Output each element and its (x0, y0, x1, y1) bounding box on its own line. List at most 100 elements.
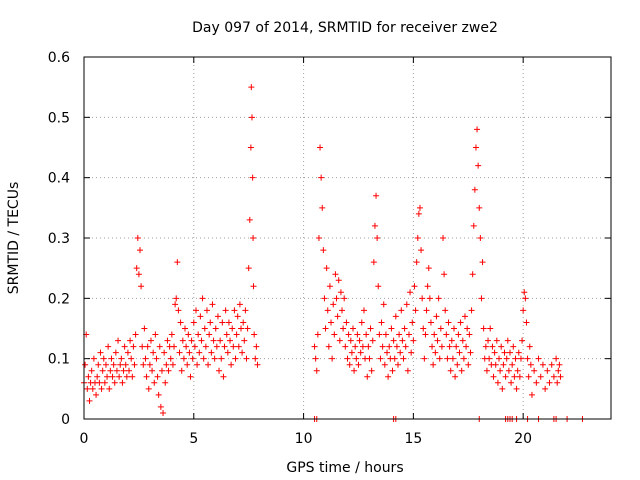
data-point (311, 343, 318, 350)
data-point (467, 349, 474, 356)
data-point (134, 235, 141, 241)
data-point (414, 235, 421, 241)
data-point (120, 367, 127, 374)
data-point (487, 325, 494, 332)
data-point (351, 367, 358, 374)
data-point (381, 361, 388, 368)
data-point (510, 343, 517, 350)
data-point (245, 265, 252, 272)
data-point (431, 331, 438, 338)
data-point (515, 349, 522, 356)
data-point (184, 361, 191, 368)
data-point (369, 337, 376, 344)
data-point (509, 361, 516, 368)
data-point (521, 289, 528, 296)
data-point (200, 355, 207, 362)
data-point (216, 367, 223, 374)
data-point (326, 283, 333, 290)
data-point (423, 307, 430, 314)
data-point (85, 373, 92, 380)
data-point (252, 355, 259, 362)
data-point (422, 331, 429, 338)
data-point (463, 343, 470, 350)
data-point (496, 355, 503, 362)
data-point (191, 343, 198, 350)
data-point (333, 295, 340, 302)
data-point (227, 337, 234, 344)
data-point (461, 313, 468, 320)
data-point (470, 222, 477, 229)
x-tick-label: 0 (80, 431, 89, 447)
data-point (504, 337, 511, 344)
data-point (158, 367, 165, 374)
data-points (81, 84, 586, 422)
data-point (219, 319, 226, 326)
data-point (502, 373, 509, 380)
data-point (111, 379, 118, 386)
data-point (453, 343, 460, 350)
data-point (201, 325, 208, 332)
data-point (537, 373, 544, 380)
data-point (443, 331, 450, 338)
data-point (441, 271, 448, 278)
data-point (102, 361, 109, 368)
data-point (324, 307, 331, 314)
data-point (501, 349, 508, 356)
data-point (142, 355, 149, 362)
data-point (211, 355, 218, 362)
data-point (408, 349, 415, 356)
data-point (127, 337, 134, 344)
data-point (198, 337, 205, 344)
data-point (447, 367, 454, 374)
data-point (388, 325, 395, 332)
data-point (368, 367, 375, 374)
data-point (231, 307, 238, 314)
data-point (472, 144, 479, 151)
data-point (528, 391, 535, 398)
data-point (499, 385, 506, 392)
data-point (205, 361, 212, 368)
data-point (133, 265, 140, 272)
data-point (500, 361, 507, 368)
data-point (339, 307, 346, 314)
data-point (325, 343, 332, 350)
data-point (175, 307, 182, 314)
data-point (317, 144, 324, 151)
x-axis-label: GPS time / hours (286, 460, 403, 476)
data-point (100, 355, 107, 362)
data-point (523, 319, 530, 326)
data-point (135, 271, 142, 278)
data-point (119, 379, 126, 386)
data-point (218, 355, 225, 362)
data-point (251, 331, 258, 338)
data-point (115, 337, 122, 344)
data-point (130, 343, 137, 350)
data-point (405, 331, 412, 338)
x-tick-label: 10 (295, 431, 313, 447)
data-point (152, 331, 159, 338)
data-point (151, 379, 158, 386)
data-point (212, 325, 219, 332)
data-point (143, 373, 150, 380)
x-tick-label: 5 (189, 431, 198, 447)
data-point (241, 337, 248, 344)
data-point (168, 331, 175, 338)
data-point (480, 325, 487, 332)
grid-lines (84, 57, 611, 419)
data-point (346, 361, 353, 368)
data-point (438, 343, 445, 350)
y-tick-label: 0.1 (48, 352, 70, 368)
data-point (90, 355, 97, 362)
data-point (458, 367, 465, 374)
data-point (229, 325, 236, 332)
data-point (385, 373, 392, 380)
data-point (136, 247, 143, 254)
data-point (165, 367, 172, 374)
data-point (153, 355, 160, 362)
data-point (345, 331, 352, 338)
data-point (373, 192, 380, 199)
data-point (203, 307, 210, 314)
data-point (313, 367, 320, 374)
data-point (348, 349, 355, 356)
data-point (498, 343, 505, 350)
